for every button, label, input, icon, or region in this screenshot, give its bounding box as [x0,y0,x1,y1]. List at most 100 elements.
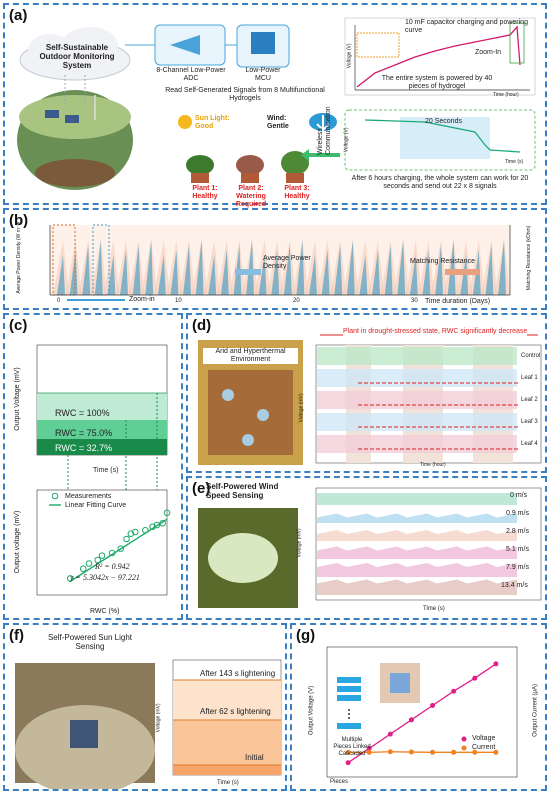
f-xlabel: Time (s) [217,780,239,786]
wireless-label: Wireless Communication [317,106,333,155]
measurement-point [94,556,101,564]
b-xtick-2: 20 [293,298,300,304]
current-point [408,749,414,755]
resistance-band [128,240,145,295]
powered-text: The entire system is powered by 40 piece… [381,75,493,91]
power-peak [334,245,343,295]
plant-2-label: Plant 2: Watering Required [235,185,267,209]
wind-label: Wind: Gentle [267,115,289,131]
panel-e-chart [198,487,542,608]
resistance-band [153,240,170,295]
c-top-xlabel: Time (s) [93,467,119,474]
power-peak [132,245,141,295]
measurement-point [142,526,149,534]
voltage-point [493,661,499,667]
resistance-band [254,240,271,295]
power-peak [246,240,254,295]
resistance-band [342,240,359,295]
voltage-point [408,717,414,723]
b-ylabel-left: Average Power Density (W m⁻³) [16,222,23,294]
power-peak [397,240,406,295]
power-peak [409,255,418,295]
c-r2: R² = 0.942 [95,562,130,571]
resistance-band [78,240,95,295]
inset-xlabel: Time (s) [505,159,524,165]
panel-d-label: (d) [192,317,212,334]
panel-c: (c) Output Voltage (mV) Time (s) RWC = 1… [3,313,183,620]
current-point [472,749,478,755]
measurement-point [66,575,74,582]
resistance-band [179,240,195,295]
power-peak [183,245,191,295]
zoom-in-label: Zoom-In [475,49,502,56]
b-xlabel: Time duration (Days) [425,298,491,305]
wind-signal [317,546,517,559]
resistance-band [53,240,69,295]
power-peak [170,250,179,295]
power-peak [309,255,317,295]
cap-xlabel: Time (hour) [493,92,519,98]
g-ylabel-left: Output Voltage (V) [308,685,315,736]
power-peak [271,250,280,295]
d-env: Arid and Hyperthermal Environment [203,348,298,365]
leaf-signal-band [317,347,517,365]
current-line [348,751,496,753]
wind-signal [317,563,517,577]
panel-f: (f) Self-Powered Sun Light Sensing After… [3,623,287,791]
panel-a-graphics [17,17,536,190]
resistance-band [141,240,158,295]
power-peak [435,245,443,295]
measurement-point [85,560,93,567]
power-peak [422,250,431,295]
panel-d-chart [198,334,542,465]
d-ylabel: Voltage (mV) [298,393,305,423]
panel-e-label: (e) [192,480,211,497]
leaf-signal-band [317,435,517,453]
d-banner: Plant in drought-stressed state, RWC sig… [343,328,528,337]
d-row-leaf1: Leaf 1 [521,375,538,381]
leaf-signal-band [317,369,517,387]
d-row-leaf4: Leaf 4 [521,441,538,447]
wind-signal [317,530,517,541]
c-legend-fit: Linear Fitting Curve [65,502,127,509]
plant-3-label: Plant 3: Healthy [284,185,310,201]
g-legend-voltage: Voltage [472,735,496,742]
power-peak [359,255,368,295]
resistance-band [355,240,372,295]
voltage-point [472,675,478,681]
mcu-label: Low-Power MCU [245,67,281,83]
resistance-band [204,240,221,295]
c-bottom-ylabel: Output voltage (mV) [13,510,21,574]
resistance-band [494,240,510,295]
power-peak [120,250,128,295]
power-peak [69,250,78,295]
panel-g-label: (g) [296,627,316,644]
wind-signal [317,579,517,595]
current-point [366,749,372,755]
measurement-point [108,549,116,557]
wind-signal [317,513,517,523]
rwc-75: RWC = 75.0% [55,428,113,438]
panel-a-label: (a) [9,7,28,24]
resistance-band [468,240,485,295]
power-peak [220,250,229,295]
rwc-100: RWC = 100% [55,408,110,418]
f-title: Self-Powered Sun Light Sensing [47,633,133,652]
plant-1-label: Plant 1: Healthy [192,185,218,201]
sunlight-label: Sun Light: Good [195,115,230,131]
panel-b-label: (b) [9,212,29,229]
current-point [430,749,436,755]
current-point [451,749,457,755]
e-title: Self-Powered Wind Speed Sensing [206,482,279,501]
measurement-point [98,552,106,559]
d-row-control: Control [521,353,541,359]
leaf-signal-band [317,413,517,431]
current-point [345,749,351,755]
resistance-band [317,240,334,295]
resistance-band [279,240,296,295]
rwc-32: RWC = 32.7% [55,443,113,453]
f-level-143: After 143 s lightening [200,669,276,678]
c-bottom-xlabel: RWC (%) [90,608,120,615]
voltage-point [387,731,393,737]
b-xtick-0: 0 [57,298,61,304]
